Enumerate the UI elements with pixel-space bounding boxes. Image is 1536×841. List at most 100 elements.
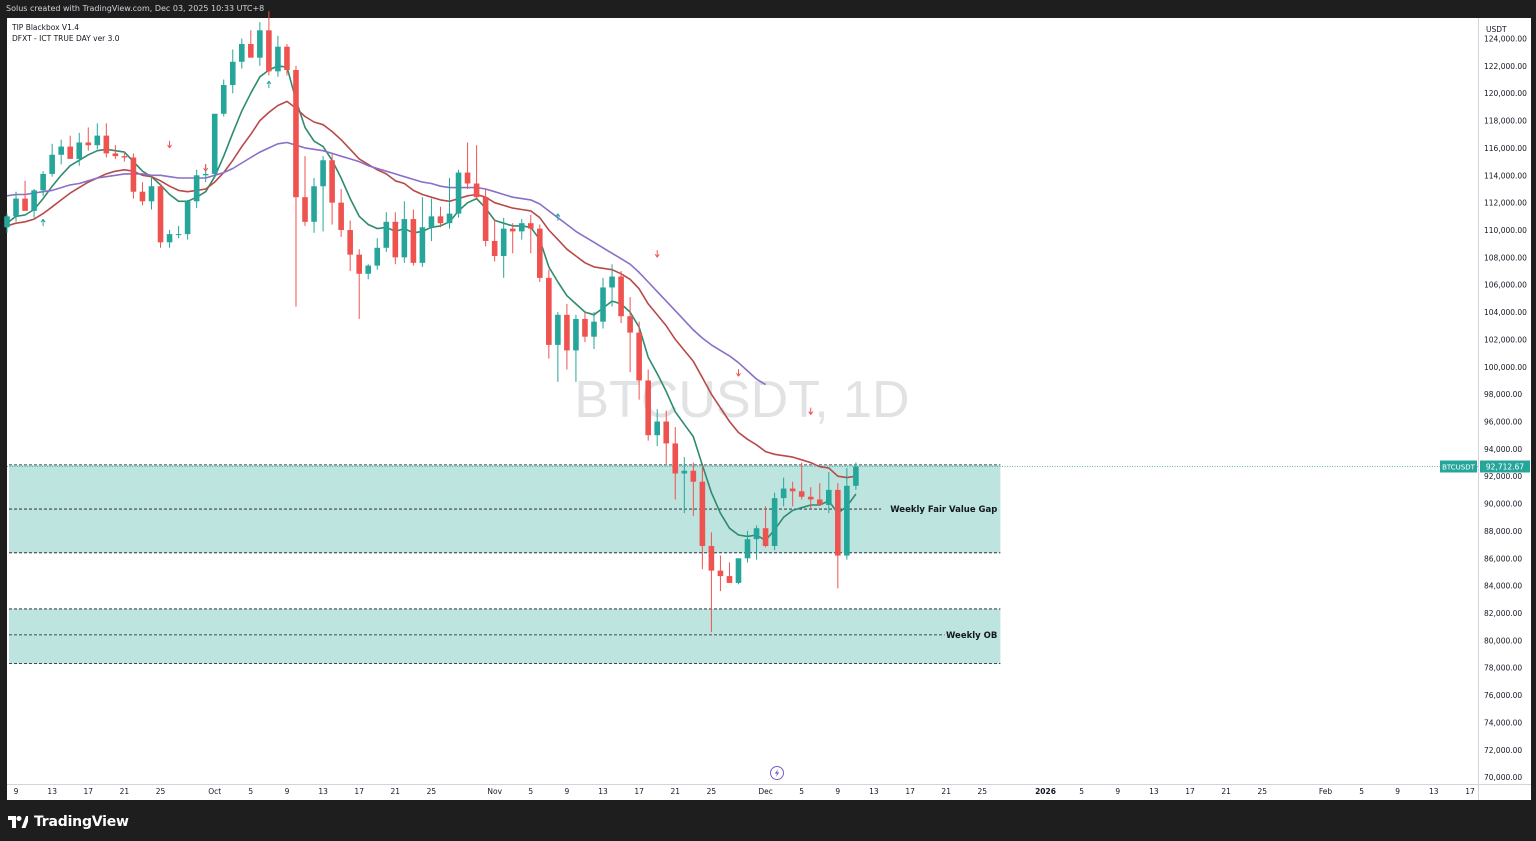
candle[interactable] — [49, 143, 55, 177]
candle[interactable] — [780, 477, 787, 507]
candle[interactable] — [437, 206, 444, 228]
candle[interactable] — [184, 199, 191, 240]
zone-box[interactable] — [9, 608, 1001, 664]
candle[interactable] — [302, 156, 308, 226]
candle[interactable] — [175, 225, 182, 239]
candle[interactable] — [546, 269, 552, 359]
candle[interactable] — [13, 191, 19, 222]
candle[interactable] — [40, 171, 46, 196]
candle[interactable] — [699, 465, 706, 570]
candle[interactable] — [600, 277, 606, 329]
candle[interactable] — [103, 123, 110, 158]
candle[interactable] — [807, 487, 814, 510]
candle[interactable] — [825, 472, 832, 514]
candle[interactable] — [636, 321, 642, 400]
candle[interactable] — [148, 176, 155, 210]
candle[interactable] — [537, 224, 543, 282]
candle[interactable] — [762, 506, 769, 548]
candle[interactable] — [4, 213, 10, 233]
candle[interactable] — [618, 271, 624, 324]
candle[interactable] — [22, 180, 28, 211]
candle[interactable] — [238, 38, 245, 69]
candle[interactable] — [573, 314, 579, 382]
candle[interactable] — [853, 462, 859, 490]
candle[interactable] — [455, 169, 462, 218]
candle[interactable] — [491, 219, 498, 262]
candle[interactable] — [726, 562, 733, 583]
candle[interactable] — [744, 530, 751, 563]
candle[interactable] — [518, 219, 525, 240]
candle[interactable] — [401, 201, 408, 263]
candle[interactable] — [166, 230, 173, 248]
candle[interactable] — [555, 312, 561, 382]
candle[interactable] — [374, 238, 381, 270]
candle[interactable] — [112, 145, 119, 159]
candle[interactable] — [789, 481, 796, 507]
candle[interactable] — [76, 132, 83, 166]
candle[interactable] — [193, 169, 200, 209]
candle[interactable] — [329, 153, 335, 225]
indicator-label[interactable]: TIP Blackbox V1.4 — [11, 23, 79, 32]
candle[interactable] — [275, 35, 281, 77]
candle[interactable] — [130, 153, 137, 199]
candle[interactable] — [284, 43, 290, 76]
candle[interactable] — [320, 156, 326, 232]
flash-icon[interactable] — [770, 766, 784, 780]
candle[interactable] — [844, 468, 850, 560]
candle[interactable] — [446, 178, 453, 229]
candle[interactable] — [717, 555, 724, 592]
candle[interactable] — [798, 462, 805, 500]
candle[interactable] — [365, 264, 372, 280]
candle[interactable] — [708, 532, 715, 633]
candle[interactable] — [464, 142, 471, 189]
candle[interactable] — [582, 312, 588, 343]
candle[interactable] — [211, 113, 218, 179]
candle[interactable] — [347, 220, 353, 272]
candle[interactable] — [509, 223, 516, 254]
candle[interactable] — [482, 188, 489, 247]
candle[interactable] — [654, 409, 661, 447]
candle[interactable] — [816, 483, 823, 505]
candle[interactable] — [392, 212, 399, 265]
candle[interactable] — [591, 312, 597, 350]
candle[interactable] — [293, 65, 299, 307]
candle[interactable] — [663, 410, 670, 464]
candle[interactable] — [527, 214, 534, 254]
candle[interactable] — [564, 303, 570, 370]
candle[interactable] — [139, 182, 146, 206]
candle[interactable] — [835, 483, 841, 589]
price-chart[interactable]: Weekly Fair Value Gap Weekly OB BTCUSDT, … — [0, 0, 1536, 802]
brand-logo[interactable]: TradingView — [8, 814, 129, 830]
candle[interactable] — [157, 183, 164, 248]
candle[interactable] — [58, 139, 64, 165]
candle[interactable] — [257, 22, 263, 66]
candle[interactable] — [121, 152, 128, 162]
candle[interactable] — [681, 457, 688, 514]
candle[interactable] — [338, 188, 344, 237]
candle[interactable] — [419, 197, 426, 267]
candle[interactable] — [248, 30, 254, 58]
candle[interactable] — [94, 123, 101, 150]
candle[interactable] — [609, 264, 615, 307]
candle[interactable] — [428, 198, 435, 241]
candle[interactable] — [735, 558, 742, 585]
time-axis[interactable] — [7, 784, 1531, 800]
candle[interactable] — [645, 369, 651, 441]
candle[interactable] — [266, 11, 272, 76]
candle[interactable] — [229, 49, 236, 94]
candle[interactable] — [356, 249, 362, 319]
candle[interactable] — [31, 188, 37, 218]
candle[interactable] — [67, 135, 74, 159]
last-price-tag[interactable]: BTCUSDT 92,712.67 — [1440, 460, 1530, 473]
candle[interactable] — [672, 426, 679, 500]
candle[interactable] — [383, 212, 390, 252]
candle[interactable] — [771, 492, 778, 551]
price-axis[interactable] — [1479, 18, 1531, 784]
candle[interactable] — [410, 209, 417, 266]
candle[interactable] — [220, 79, 227, 117]
candle[interactable] — [500, 217, 507, 278]
candle[interactable] — [690, 462, 697, 516]
candle[interactable] — [85, 127, 92, 151]
candle[interactable] — [753, 525, 760, 560]
candle[interactable] — [627, 297, 633, 373]
